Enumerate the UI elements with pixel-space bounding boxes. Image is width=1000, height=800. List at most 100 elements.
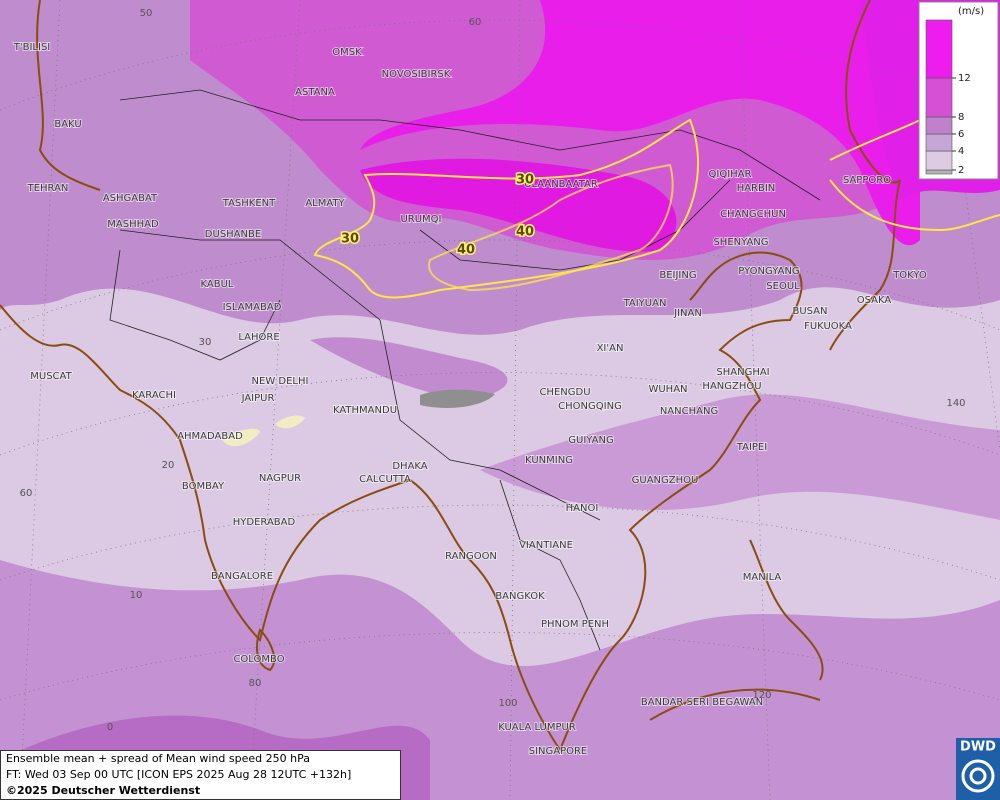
city-label: MUSCAT <box>30 371 72 382</box>
city-label: MASHHAD <box>107 219 159 230</box>
city-label: TASHKENT <box>222 198 276 209</box>
graticule-line <box>19 0 61 800</box>
legend-tick-label: 6 <box>958 129 964 140</box>
graticule-label: 60 <box>20 488 33 499</box>
city-label: HYDERABAD <box>233 517 296 528</box>
coastline <box>256 628 276 672</box>
contour-label: 40 <box>516 225 534 240</box>
city-label: XI'AN <box>597 343 624 354</box>
city-label: SHENYANG <box>713 237 768 248</box>
footer: Ensemble mean + spread of Mean wind spee… <box>0 750 401 800</box>
city-label: NEW DELHI <box>252 376 309 387</box>
city-label: URUMQI <box>400 214 441 225</box>
graticule-label: 30 <box>199 337 212 348</box>
city-label: BUSAN <box>792 306 827 317</box>
logo-icon <box>961 759 995 793</box>
coastlines <box>0 0 901 751</box>
borders <box>109 89 821 651</box>
city-label: JINAN <box>673 308 702 319</box>
coastline <box>829 0 901 351</box>
graticule-label: 20 <box>162 460 175 471</box>
city-label: TOKYO <box>892 270 927 281</box>
city-label: BANGALORE <box>211 571 273 582</box>
legend-swatch <box>925 133 953 152</box>
graticule-label: 60 <box>469 17 482 28</box>
city-label: QIQIHAR <box>709 169 752 180</box>
graticule-line <box>249 0 301 800</box>
graticule-line <box>0 239 1000 331</box>
city-label: FUKUOKA <box>804 321 852 332</box>
graticule-label: 100 <box>498 698 517 709</box>
city-label: BANGKOK <box>495 591 545 602</box>
city-label: SINGAPORE <box>529 746 588 757</box>
city-label: KARACHI <box>132 390 176 401</box>
city-label: WUHAN <box>648 384 687 395</box>
city-label: ASHGABAT <box>103 193 158 204</box>
footer-line: ©2025 Deutscher Wetterdienst <box>6 784 200 797</box>
city-label: VIANTIANE <box>519 540 573 551</box>
legend-swatch <box>925 150 953 171</box>
city-label: SHANGHAI <box>716 367 769 378</box>
graticule-label: 80 <box>249 678 262 689</box>
city-label: OSAKA <box>857 295 892 306</box>
border <box>119 89 821 201</box>
coastline <box>649 539 824 721</box>
footer-box <box>0 750 401 800</box>
legend-unit: (m/s) <box>958 6 984 17</box>
city-label: HANGZHOU <box>702 381 761 392</box>
city-label: KUALA LUMPUR <box>498 722 576 733</box>
city-label: T'BILISI <box>13 42 50 53</box>
graticule-label: 10 <box>130 590 143 601</box>
city-label: ASTANA <box>295 87 335 98</box>
contour-label: 30 <box>341 232 359 247</box>
border <box>419 179 731 271</box>
city-label: HANOI <box>566 503 599 514</box>
city-label: BEIJING <box>659 270 696 281</box>
city-label: SAPPORO <box>843 175 891 186</box>
city-label: OMSK <box>332 47 362 58</box>
graticule-line <box>0 632 1000 701</box>
graticule-label: 120 <box>752 690 771 701</box>
contour-line <box>428 163 674 292</box>
logo-icon <box>969 767 987 785</box>
legend-swatch <box>925 116 953 135</box>
labels: OMSK NOVOSIBIRSK ASTANA T'BILISI BAKU TEHRAN A… <box>12 8 966 758</box>
legend-swatch <box>925 169 953 175</box>
field-band <box>480 394 1000 520</box>
graticule-line <box>0 19 1000 111</box>
contour-label: 40 <box>457 243 475 258</box>
city-label: BOMBAY <box>182 481 225 492</box>
city-label: CHENGDU <box>539 387 590 398</box>
footer-line: Ensemble mean + spread of Mean wind spee… <box>6 752 310 765</box>
city-label: SEOUL <box>766 281 800 292</box>
logo: DWD <box>956 738 1000 800</box>
city-label: NOVOSIBIRSK <box>382 69 451 80</box>
field-spot <box>222 415 305 447</box>
field-band <box>360 0 920 246</box>
city-label: PHNOM PENH <box>541 619 609 630</box>
city-label: JAIPUR <box>241 393 275 404</box>
city-label: RANGOON <box>445 551 497 562</box>
city-label: ULAANBAATAR <box>524 179 598 190</box>
footer-line: FT: Wed 03 Sep 00 UTC [ICON EPS 2025 Aug… <box>6 768 351 781</box>
legend-tick-label: 8 <box>958 112 964 123</box>
legend-tick-label: 12 <box>958 73 971 84</box>
graticule-label: 0 <box>107 722 113 733</box>
border <box>499 479 601 651</box>
field-band <box>360 158 677 252</box>
city-label: NANCHANG <box>660 406 718 417</box>
field-band <box>310 337 508 400</box>
graticule-label: 50 <box>140 8 153 19</box>
city-label: DHAKA <box>392 461 427 472</box>
city-label: CHANGCHUN <box>720 209 786 220</box>
city-label: TAIYUAN <box>623 298 667 309</box>
city-label: NAGPUR <box>259 473 301 484</box>
city-label: KUNMING <box>525 455 573 466</box>
graticule-line <box>739 0 771 800</box>
city-label: TEHRAN <box>27 183 69 194</box>
city-label: ISLAMABAD <box>223 302 282 313</box>
field-spot <box>420 389 495 408</box>
city-label: KABUL <box>201 279 234 290</box>
coastline <box>0 304 561 751</box>
legend: (m/s) 2 4 6 8 12 <box>918 1 999 180</box>
